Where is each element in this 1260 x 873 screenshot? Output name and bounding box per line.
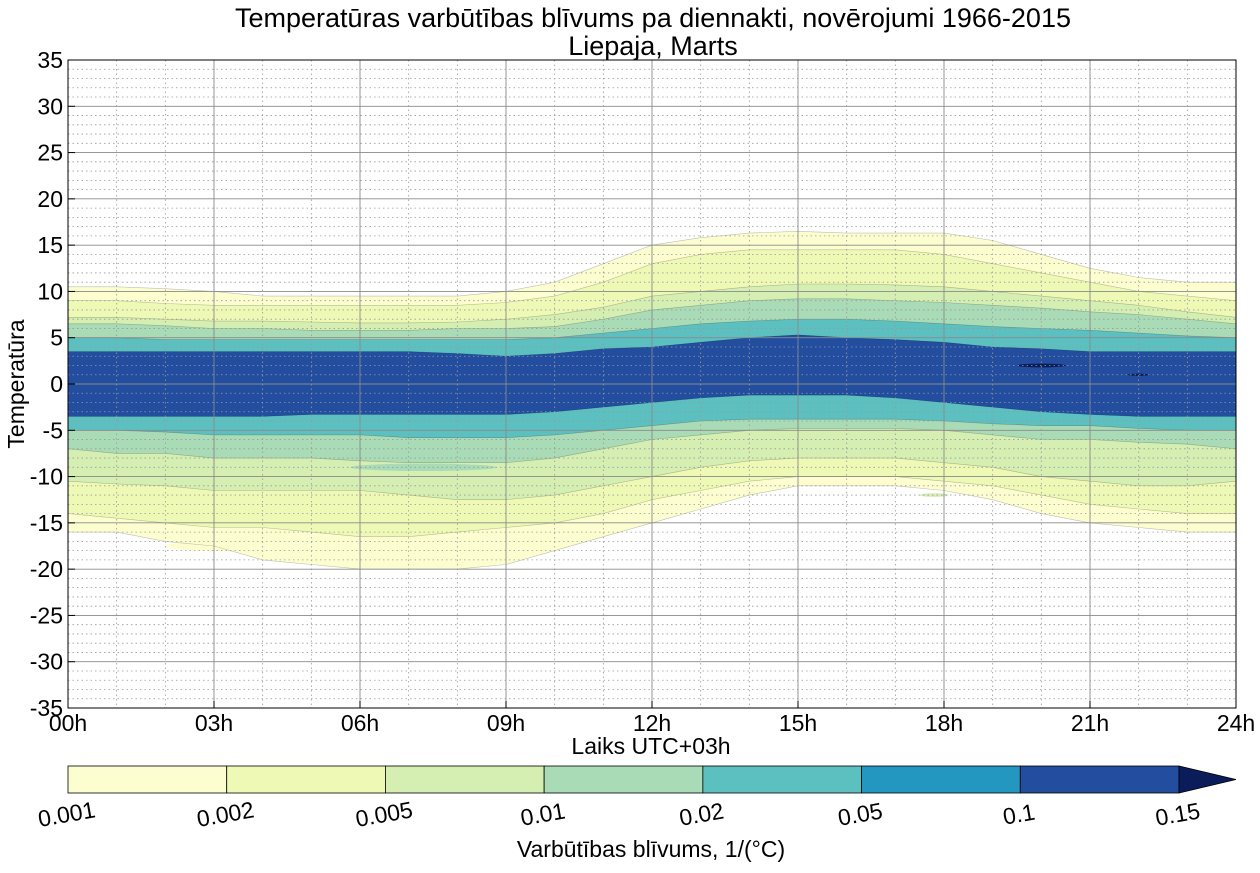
y-tick-label: 20 bbox=[37, 186, 63, 212]
y-tick-label: 30 bbox=[37, 93, 63, 119]
x-axis-label: Laiks UTC+03h bbox=[571, 733, 730, 759]
x-tick-label: 09h bbox=[487, 710, 525, 736]
colorbar-label: Varbūtības blīvums, 1/(°C) bbox=[517, 836, 785, 862]
colorbar-tick-label: 0.05 bbox=[836, 797, 885, 830]
colorbar-segment bbox=[543, 765, 704, 794]
colorbar-extend-arrow bbox=[1178, 765, 1237, 794]
contour-line bbox=[68, 249, 1236, 537]
colorbar-tick-label: 0.005 bbox=[353, 796, 414, 832]
contour-patch-0.001 bbox=[165, 540, 312, 552]
contour-patch-0.002 bbox=[693, 261, 728, 266]
y-axis-label: Temperatūra bbox=[3, 319, 29, 448]
colorbar-segment bbox=[385, 765, 545, 794]
colorbar-segment bbox=[702, 765, 862, 794]
x-tick-label: 15h bbox=[779, 710, 817, 736]
y-tick-label: -30 bbox=[30, 649, 63, 675]
colorbar-segment bbox=[67, 765, 228, 794]
contour-line bbox=[68, 334, 1236, 417]
colorbar-segment bbox=[226, 765, 386, 794]
chart-title: Temperatūras varbūtības blīvums pa dienn… bbox=[235, 3, 1071, 33]
colorbar-tick-label: 0.1 bbox=[1001, 799, 1037, 830]
x-tick-label: 03h bbox=[195, 710, 233, 736]
contour-patch-0.01 bbox=[350, 463, 497, 472]
contour-patch-0.005 bbox=[919, 493, 949, 497]
chart-subtitle: Liepaja, Marts bbox=[568, 31, 738, 61]
colorbar-segment bbox=[861, 765, 1021, 794]
y-tick-label: 25 bbox=[37, 140, 63, 166]
contour-line bbox=[68, 318, 1236, 438]
x-tick-label: 06h bbox=[341, 710, 379, 736]
x-tick-label: 21h bbox=[1071, 710, 1109, 736]
y-tick-label: -20 bbox=[30, 556, 63, 582]
colorbar-tick-label: 0.001 bbox=[36, 796, 97, 832]
colorbar-tick-label: 0.02 bbox=[677, 797, 726, 830]
colorbar: 0.001 0.002 0.005 0.01 0.02 0.05 0.1 0.15 bbox=[36, 765, 1237, 832]
y-tick-label: -15 bbox=[30, 510, 63, 536]
y-tick-label: 35 bbox=[37, 47, 63, 73]
y-tick-label: 5 bbox=[50, 325, 63, 351]
x-tick-label: 12h bbox=[633, 710, 671, 736]
x-tick-label: 18h bbox=[925, 710, 963, 736]
plot-area bbox=[68, 60, 1236, 708]
x-tick-label: 00h bbox=[49, 710, 87, 736]
colorbar-tick-label: 0.002 bbox=[195, 796, 256, 832]
colorbar-tick-label: 0.15 bbox=[1153, 797, 1202, 830]
y-tick-label: 0 bbox=[50, 371, 63, 397]
axes: 00h 03h 06h 09h 12h 15h 18h 21h 24h -35 -30 -25 -20 -… bbox=[30, 47, 1255, 736]
y-tick-label: -35 bbox=[30, 695, 63, 721]
colorbar-segment bbox=[1019, 765, 1180, 794]
contour-line bbox=[68, 283, 1236, 500]
colorbar-tick-label: 0.01 bbox=[518, 797, 567, 830]
y-tick-label: 15 bbox=[37, 232, 63, 258]
y-tick-label: -5 bbox=[43, 417, 63, 443]
y-tick-label: -10 bbox=[30, 464, 63, 490]
x-tick-label: 24h bbox=[1217, 710, 1255, 736]
contour-patch-0.15 bbox=[1127, 373, 1150, 376]
y-tick-label: -25 bbox=[30, 602, 63, 628]
y-tick-label: 10 bbox=[37, 278, 63, 304]
